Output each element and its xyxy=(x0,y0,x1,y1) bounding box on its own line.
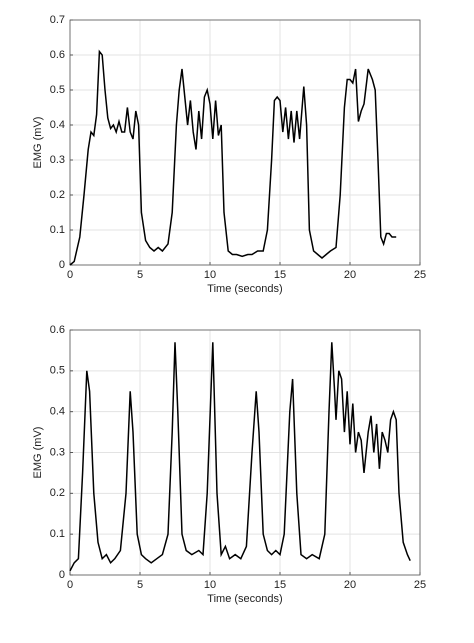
y-tick-label: 0.5 xyxy=(50,365,65,377)
x-tick-label: 10 xyxy=(204,579,216,591)
x-tick-label: 20 xyxy=(344,269,356,281)
y-tick-label: 0.3 xyxy=(50,154,65,166)
x-tick-label: 20 xyxy=(344,579,356,591)
x-tick-label: 15 xyxy=(274,269,286,281)
x-tick-label: 5 xyxy=(137,579,143,591)
x-axis-label: Time (seconds) xyxy=(207,283,282,295)
y-tick-label: 0.2 xyxy=(50,189,65,201)
data-line xyxy=(69,49,397,266)
y-tick-label: 0.3 xyxy=(50,446,65,458)
plot-frame xyxy=(69,329,421,576)
x-tick-label: 25 xyxy=(414,579,426,591)
y-tick-label: 0.5 xyxy=(50,84,65,96)
y-tick-label: 0.1 xyxy=(50,224,65,236)
x-tick-label: 5 xyxy=(137,269,143,281)
y-tick-label: 0 xyxy=(59,259,65,271)
y-tick-label: 0.6 xyxy=(50,324,65,336)
y-axis-label: EMG (mV) xyxy=(32,117,44,169)
x-axis-label: Time (seconds) xyxy=(207,593,282,605)
data-line xyxy=(69,342,411,572)
plot-frame xyxy=(69,19,421,266)
y-axis-label: EMG (mV) xyxy=(32,427,44,479)
x-tick-label: 0 xyxy=(67,269,73,281)
y-tick-label: 0.6 xyxy=(50,49,65,61)
x-tick-label: 0 xyxy=(67,579,73,591)
x-tick-label: 25 xyxy=(414,269,426,281)
y-tick-label: 0.4 xyxy=(50,406,65,418)
y-tick-label: 0.1 xyxy=(50,528,65,540)
y-tick-label: 0.2 xyxy=(50,487,65,499)
y-tick-label: 0.7 xyxy=(50,14,65,26)
y-tick-label: 0 xyxy=(59,569,65,581)
x-tick-label: 15 xyxy=(274,579,286,591)
y-tick-label: 0.4 xyxy=(50,119,65,131)
x-tick-label: 10 xyxy=(204,269,216,281)
